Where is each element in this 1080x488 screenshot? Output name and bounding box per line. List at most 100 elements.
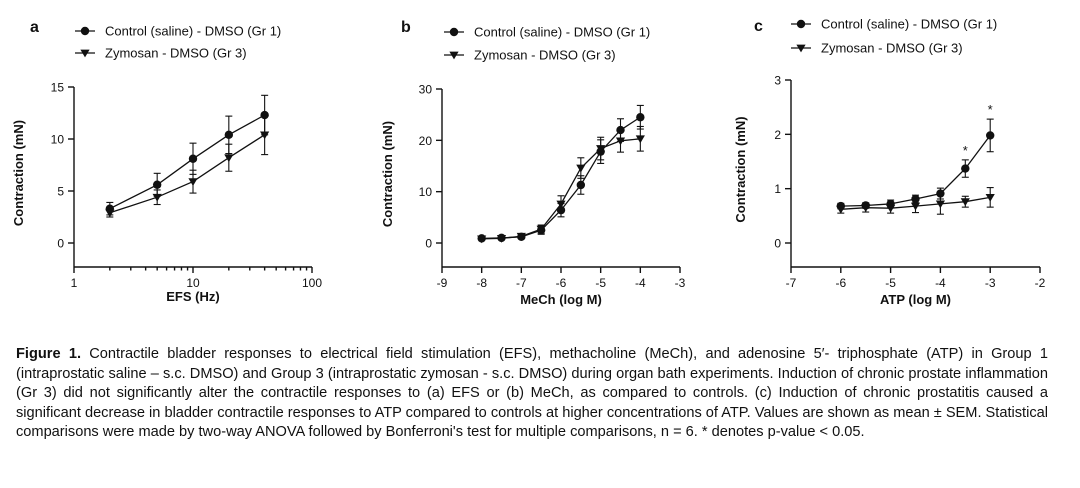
x-tick-label: 1: [71, 276, 78, 290]
y-tick-label: 30: [419, 83, 433, 97]
x-tick-label: -3: [675, 276, 686, 290]
data-point: [105, 209, 115, 218]
data-point: [556, 200, 566, 209]
series-2: [105, 114, 270, 218]
panel-letter: a: [30, 19, 39, 36]
y-tick-label: 10: [51, 133, 65, 147]
x-tick-label: -6: [835, 276, 846, 290]
x-tick-label: -9: [437, 276, 448, 290]
data-point: [935, 200, 945, 209]
data-point: [224, 154, 234, 163]
data-point: [986, 131, 995, 140]
legend-label: Control (saline) - DMSO (Gr 1): [821, 17, 997, 32]
x-tick-label: -8: [476, 276, 487, 290]
legend-label: Zymosan - DMSO (Gr 3): [474, 48, 616, 63]
series-1: [105, 94, 269, 216]
x-axis-label: MeCh (log M): [520, 292, 602, 307]
data-point: [886, 204, 896, 213]
legend-label: Control (saline) - DMSO (Gr 1): [105, 24, 281, 39]
series-2: [836, 187, 995, 215]
data-point: [152, 180, 162, 189]
data-point: [615, 137, 626, 146]
y-tick-label: 0: [774, 237, 781, 251]
data-point: [477, 235, 487, 244]
x-tick-label: -7: [786, 276, 797, 290]
y-tick-label: 0: [57, 237, 64, 251]
y-tick-label: 0: [425, 237, 432, 251]
data-point: [836, 205, 846, 214]
caption-label: Figure 1.: [16, 346, 82, 362]
legend-entry: Zymosan - DMSO (Gr 3): [75, 46, 247, 61]
y-axis-label: Contraction (mN): [733, 116, 748, 222]
legend-marker: [80, 49, 90, 58]
y-tick-label: 10: [419, 185, 433, 199]
chart-panel-b: b 0 10 20 30 -9 -8 -7 -6 -5 -4 -3 MeCh (log M) Contra…: [380, 19, 686, 307]
x-axis-label: ATP (log M): [880, 292, 951, 307]
legend-entry: Control (saline) - DMSO (Gr 1): [444, 25, 650, 40]
data-point: [224, 130, 234, 140]
data-point: [861, 204, 871, 213]
series-1: **: [836, 102, 995, 211]
y-tick-label: 2: [774, 128, 781, 142]
x-tick-label: -3: [985, 276, 996, 290]
x-tick-label: -4: [935, 276, 946, 290]
data-point: [635, 135, 645, 144]
legend-entry: Zymosan - DMSO (Gr 3): [791, 41, 963, 56]
series-line: [109, 114, 265, 210]
series-line: [481, 138, 641, 240]
chart-panel-c: c 0 1 2 3 -7 -6 -5 -4 -3 -2 ATP (log M) Contraction …: [733, 17, 1046, 308]
series-line: [481, 116, 641, 240]
legend-marker: [449, 27, 459, 37]
significance-star: *: [963, 143, 968, 158]
series-2: [477, 125, 645, 244]
caption-text: Contractile bladder responses to electri…: [16, 346, 1049, 440]
data-point: [496, 234, 507, 243]
x-tick-label: 10: [186, 276, 200, 290]
x-tick-label: -5: [595, 276, 606, 290]
data-point: [961, 164, 970, 173]
x-tick-label: -6: [556, 276, 567, 290]
y-tick-label: 20: [419, 134, 433, 148]
data-point: [152, 193, 162, 202]
y-axis-label: Contraction (mN): [11, 120, 26, 226]
panel-letter: b: [401, 19, 411, 36]
legend-entry: Control (saline) - DMSO (Gr 1): [75, 24, 281, 39]
data-point: [576, 180, 586, 190]
data-point: [910, 202, 921, 211]
data-point: [516, 232, 526, 241]
data-point: [576, 164, 586, 173]
y-tick-label: 1: [774, 182, 781, 196]
legend-entry: Control (saline) - DMSO (Gr 1): [791, 17, 997, 32]
y-tick-label: 15: [51, 81, 65, 95]
legend-marker: [80, 26, 90, 36]
legend-label: Control (saline) - DMSO (Gr 1): [474, 25, 650, 40]
series-1: [477, 104, 645, 243]
x-axis-label: EFS (Hz): [166, 289, 219, 304]
data-point: [596, 145, 606, 153]
data-point: [188, 178, 198, 187]
legend-label: Zymosan - DMSO (Gr 3): [105, 46, 247, 61]
y-tick-label: 5: [57, 185, 64, 199]
x-tick-label: 100: [302, 276, 322, 290]
data-point: [960, 198, 970, 207]
chart-panel-a: a 0 5 10 15 1 10 100 EFS (Hz) Contraction (mN) Con…: [11, 19, 322, 304]
y-axis-label: Contraction (mN): [380, 121, 395, 227]
figure-caption: Figure 1. Contractile bladder responses …: [16, 345, 1048, 443]
x-tick-label: -5: [885, 276, 896, 290]
legend-marker: [796, 19, 806, 29]
x-tick-label: -4: [635, 276, 646, 290]
significance-star: *: [988, 102, 993, 117]
y-tick-label: 3: [774, 74, 781, 88]
data-point: [260, 131, 270, 140]
data-point: [188, 154, 198, 163]
x-tick-label: -2: [1035, 276, 1046, 290]
legend-label: Zymosan - DMSO (Gr 3): [821, 41, 963, 56]
data-point: [636, 113, 645, 122]
legend-marker: [449, 51, 459, 60]
panel-letter: c: [754, 18, 763, 35]
x-tick-label: -7: [516, 276, 527, 290]
legend-entry: Zymosan - DMSO (Gr 3): [444, 48, 616, 63]
data-point: [985, 193, 995, 202]
series-line: [109, 134, 265, 214]
